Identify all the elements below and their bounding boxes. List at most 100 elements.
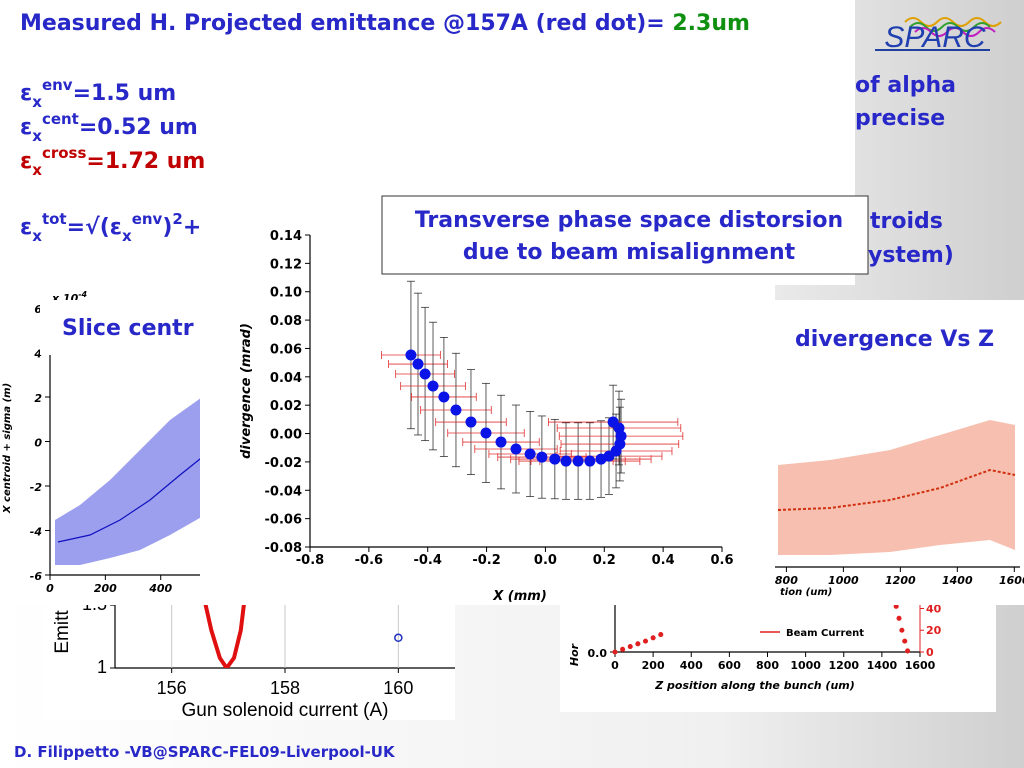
y-tick-label: 0.0 bbox=[588, 647, 608, 660]
y-tick-label: 0.08 bbox=[270, 314, 302, 329]
x-tick-label: 400 bbox=[148, 582, 172, 595]
point bbox=[905, 648, 911, 654]
y-tick-label: 0 bbox=[34, 437, 42, 450]
x-tick-label: 0.6 bbox=[710, 553, 733, 568]
x-tick-label: -0.8 bbox=[296, 553, 324, 568]
sigma-band bbox=[55, 395, 205, 565]
chart-bg bbox=[560, 586, 996, 712]
point bbox=[450, 404, 462, 416]
chart-bg bbox=[45, 586, 455, 720]
y-axis-label: divergence (mrad) bbox=[239, 323, 254, 459]
point bbox=[536, 451, 548, 463]
point bbox=[902, 638, 908, 644]
x-tick-label: 1200 bbox=[885, 574, 916, 587]
y-tick-label: -4 bbox=[30, 526, 42, 539]
emittance-chart: 15615816011.5Gun solenoid current (A)Emi… bbox=[45, 586, 455, 721]
x-tick-label: 0 bbox=[611, 659, 619, 672]
point bbox=[495, 436, 507, 448]
y-tick-label: 0.06 bbox=[270, 342, 302, 357]
equation-text: =√(ε bbox=[67, 215, 122, 240]
equation-sup: env bbox=[132, 210, 163, 228]
divergence-band bbox=[778, 420, 1015, 555]
point bbox=[658, 632, 664, 638]
title-text: Measured H. Projected emittance @157A (r… bbox=[20, 11, 672, 36]
logo: SPARC bbox=[875, 17, 1002, 54]
y-axis-label: Emitt bbox=[52, 610, 73, 654]
x-tick-label: 1000 bbox=[828, 574, 859, 587]
y2-tick-label: 40 bbox=[926, 602, 942, 615]
point bbox=[510, 443, 522, 455]
annotation-line: Transverse phase space distorsion bbox=[415, 208, 843, 233]
point bbox=[405, 349, 417, 361]
point bbox=[620, 646, 626, 652]
point bbox=[896, 615, 902, 621]
x-tick-label: 400 bbox=[680, 659, 703, 672]
point bbox=[427, 380, 439, 392]
y-tick-label: 0.14 bbox=[270, 229, 302, 244]
y-tick-label: 1 bbox=[97, 657, 107, 677]
annotation: Transverse phase space distorsion due to… bbox=[381, 195, 869, 275]
x-axis-label: tion (um) bbox=[780, 587, 832, 598]
point bbox=[899, 627, 905, 633]
equation-text: =0.52 um bbox=[79, 115, 198, 140]
divergence-line bbox=[777, 468, 1016, 511]
point bbox=[612, 649, 618, 655]
annotation-box bbox=[381, 195, 869, 275]
side-text: ystem) bbox=[868, 243, 954, 268]
equation-text: ε bbox=[20, 215, 32, 240]
side-text: troids bbox=[870, 209, 943, 234]
x-tick-label: 600 bbox=[718, 659, 741, 672]
x-tick-label: 200 bbox=[642, 659, 665, 672]
point bbox=[635, 641, 641, 647]
x-tick-label: 1000 bbox=[790, 659, 821, 672]
series-line bbox=[200, 592, 248, 668]
equation-text: ε bbox=[20, 149, 32, 174]
x-tick-label: 160 bbox=[383, 678, 413, 698]
x-tick-label: 1400 bbox=[942, 574, 973, 587]
logo-wave bbox=[904, 17, 1002, 27]
x-tick-label: -0.6 bbox=[355, 553, 383, 568]
side-text: of alpha bbox=[855, 73, 956, 98]
equation-text: ) bbox=[162, 215, 172, 240]
x-tick-label: 1600 bbox=[905, 659, 936, 672]
y-axis-label: Hor bbox=[568, 643, 581, 666]
point bbox=[412, 358, 424, 370]
equation-text: ε bbox=[20, 81, 32, 106]
footer: D. Filippetto -VB@SPARC-FEL09-Liverpool-… bbox=[14, 743, 396, 761]
equation-text: =1.5 um bbox=[73, 81, 177, 106]
equation-sub: x bbox=[32, 227, 42, 245]
equation-sub: x bbox=[32, 161, 42, 179]
y-tick-label: 0.04 bbox=[270, 371, 302, 386]
y2-tick-label: 20 bbox=[926, 624, 942, 637]
point bbox=[650, 635, 656, 641]
y-tick-label: 4 bbox=[33, 348, 42, 361]
title-value: 2.3um bbox=[672, 11, 750, 36]
equation-sub: x bbox=[32, 93, 42, 111]
equation: εxtot=√(εxenv)2+ bbox=[20, 210, 201, 245]
x-tick-label: 800 bbox=[775, 574, 798, 587]
point bbox=[560, 455, 572, 467]
equation-text: ε bbox=[20, 115, 32, 140]
divergence-z-chart: divergence Vs Z 800 1000 1200 1400 1600 tion (… bbox=[775, 300, 1024, 605]
equation-sup: 2 bbox=[172, 210, 182, 228]
x-tick-label: 0.4 bbox=[652, 553, 675, 568]
equation-sup: env bbox=[42, 76, 73, 94]
point bbox=[524, 448, 536, 460]
y-tick-label: 0.12 bbox=[270, 257, 302, 272]
y-tick-label: 0.00 bbox=[270, 428, 302, 443]
y-tick-label: -6 bbox=[30, 570, 43, 583]
centroid-line bbox=[57, 454, 206, 543]
x-tick-label: 0 bbox=[46, 582, 54, 595]
chart-title: divergence Vs Z bbox=[795, 327, 994, 352]
point bbox=[572, 455, 584, 467]
point bbox=[419, 368, 431, 380]
x-axis-label: Gun solenoid current (A) bbox=[182, 700, 389, 721]
x-tick-label: 0.0 bbox=[534, 553, 557, 568]
annotation-line: due to beam misalignment bbox=[463, 240, 796, 265]
y-tick-label: 0.02 bbox=[270, 399, 302, 414]
equation-text: =1.72 um bbox=[86, 149, 205, 174]
point bbox=[607, 416, 619, 428]
x-tick-label: 158 bbox=[270, 678, 300, 698]
